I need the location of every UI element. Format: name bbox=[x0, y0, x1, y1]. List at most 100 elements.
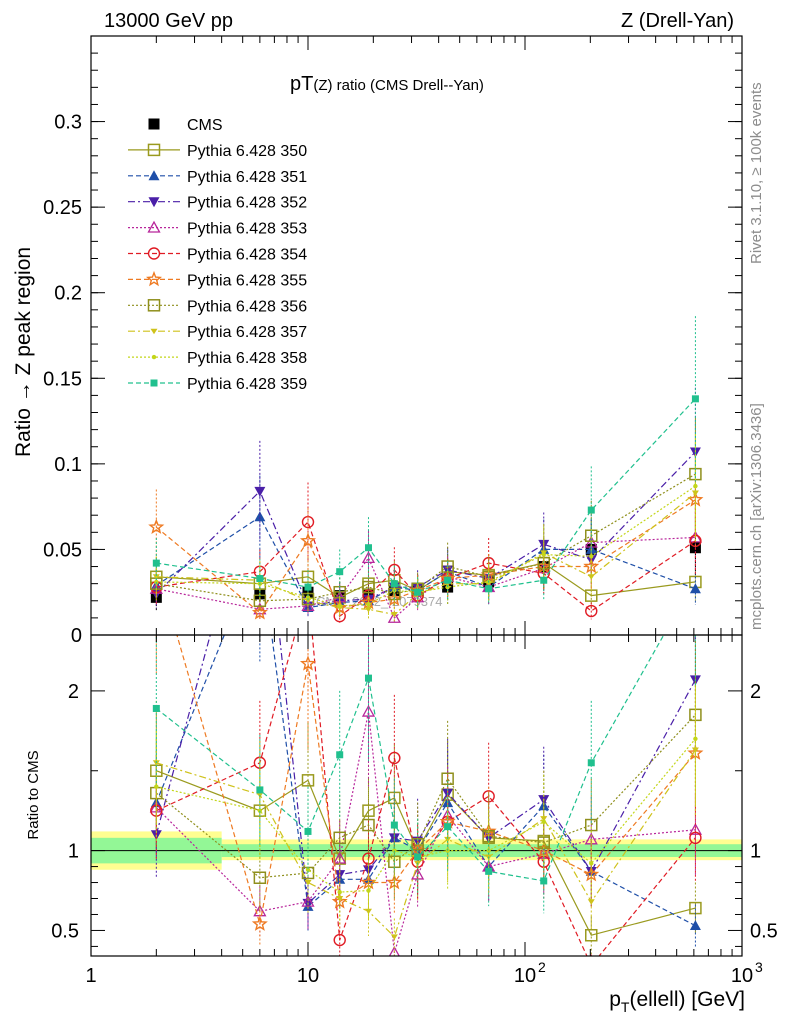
ratio-point-9-7 bbox=[444, 823, 452, 831]
legend-entry-1: Pythia 6.428 350 bbox=[128, 143, 307, 160]
ratio-point-0-10 bbox=[585, 928, 598, 942]
x-axis-label-sub: T bbox=[621, 999, 630, 1015]
point-10-0 bbox=[152, 559, 160, 567]
ratio-point-1-11 bbox=[689, 920, 701, 931]
ratio-point-7-5 bbox=[390, 934, 398, 940]
point-3-1 bbox=[254, 486, 266, 497]
ratio-series-layer bbox=[149, 635, 704, 956]
ratio-line-0 bbox=[156, 770, 696, 936]
point-2-11 bbox=[689, 583, 701, 594]
ratio-point-9-9 bbox=[540, 877, 548, 885]
series-line-6 bbox=[155, 499, 696, 614]
plot-title: pT(Z) ratio (CMS Drell--Yan) bbox=[290, 73, 484, 95]
point-10-5 bbox=[390, 580, 398, 588]
legend-marker-0 bbox=[148, 118, 160, 130]
legend-entry-0: CMS bbox=[148, 117, 223, 134]
ratio-point-4-11 bbox=[689, 831, 702, 845]
legend-marker-5 bbox=[147, 247, 161, 260]
legend-entry-5: Pythia 6.428 354 bbox=[128, 247, 307, 264]
point-9-3 bbox=[337, 603, 342, 609]
ratio-point-8-11 bbox=[693, 736, 698, 742]
ratio-point-8-3 bbox=[337, 889, 342, 895]
ratio-point-8-10 bbox=[589, 861, 594, 866]
axes-layer: 00.050.10.150.20.250.30.5 0.51 12 21 10 10 2 10… bbox=[43, 35, 778, 987]
point-10-4 bbox=[364, 544, 372, 552]
x-axis-label-main: p bbox=[609, 988, 621, 1011]
header-left: 13000 GeV pp bbox=[104, 10, 233, 32]
point-10-10 bbox=[587, 506, 595, 514]
ratio-point-8-0 bbox=[154, 784, 159, 789]
main-ytick-label-4: 0.2 bbox=[54, 283, 82, 305]
ratio-ytick-label-right-2: 2 bbox=[750, 681, 761, 703]
point-9-4 bbox=[366, 601, 371, 607]
xtick-label-1: 10 bbox=[297, 965, 319, 987]
ratio-point-0-2 bbox=[301, 774, 315, 787]
main-ytick-label-0: 0 bbox=[71, 625, 82, 647]
ratio-point-6-7 bbox=[441, 772, 454, 785]
plot-title-sub: (Z) ratio (CMS Drell--Yan) bbox=[313, 77, 484, 94]
point-10-9 bbox=[540, 576, 548, 584]
ratio-point-9-4 bbox=[364, 674, 372, 682]
legend-label-7: Pythia 6.428 356 bbox=[187, 298, 307, 315]
main-series-layer bbox=[148, 316, 704, 624]
xtick-exponent-3: 3 bbox=[755, 959, 763, 975]
legend-entry-10: Pythia 6.428 359 bbox=[128, 376, 307, 393]
ratio-point-6-3 bbox=[333, 831, 346, 845]
point-9-7 bbox=[445, 584, 450, 590]
ratio-point-9-8 bbox=[485, 867, 493, 875]
point-10-1 bbox=[256, 575, 264, 583]
series-line-10 bbox=[156, 398, 696, 593]
ratio-line-6 bbox=[155, 714, 696, 879]
ratio-point-5-10 bbox=[583, 866, 600, 882]
legend-label-2: Pythia 6.428 351 bbox=[187, 169, 307, 186]
point-6-2 bbox=[299, 532, 317, 548]
ratio-series-3 bbox=[149, 636, 703, 956]
series-line-1 bbox=[156, 562, 696, 598]
legend-entry-6: Pythia 6.428 355 bbox=[128, 270, 307, 289]
ratio-point-9-10 bbox=[587, 759, 595, 767]
legend-marker-10 bbox=[150, 379, 158, 387]
ratio-point-3-2 bbox=[301, 894, 315, 907]
series-line-8 bbox=[156, 492, 696, 616]
point-6-5 bbox=[386, 590, 403, 606]
ratio-point-5-1 bbox=[251, 915, 268, 931]
ratio-point-5-2 bbox=[299, 655, 317, 671]
ratio-line-9 bbox=[155, 635, 665, 882]
point-10-6 bbox=[414, 588, 422, 596]
ratio-point-6-4 bbox=[362, 818, 375, 832]
point-9-11 bbox=[693, 483, 698, 489]
point-8-11 bbox=[691, 490, 699, 496]
point-10-2 bbox=[304, 583, 312, 591]
main-ytick-label-2: 0.1 bbox=[54, 454, 82, 476]
ratio-point-7-4 bbox=[364, 908, 372, 915]
main-ytick-label-6: 0.3 bbox=[54, 112, 82, 134]
analysis-watermark: CMS_2022_I2079374 bbox=[316, 594, 443, 609]
ratio-point-9-2 bbox=[304, 827, 312, 835]
main-ytick-label-5: 0.25 bbox=[43, 197, 82, 219]
legend-marker-7 bbox=[147, 299, 161, 312]
ratio-point-8-5 bbox=[392, 848, 397, 853]
point-9-10 bbox=[589, 554, 594, 559]
point-6-1 bbox=[251, 604, 268, 620]
legend-label-9: Pythia 6.428 358 bbox=[187, 350, 307, 367]
series-line-3 bbox=[155, 451, 696, 607]
legend-marker-9 bbox=[151, 354, 157, 360]
legend-entry-3: Pythia 6.428 352 bbox=[128, 195, 307, 212]
ratio-series-5 bbox=[155, 635, 704, 946]
ratio-point-9-0 bbox=[152, 704, 160, 712]
ratio-ytick-label-left-2: 2 bbox=[68, 681, 79, 703]
ratio-y-axis-label: Ratio to CMS bbox=[25, 750, 42, 839]
legend-entry-4: Pythia 6.428 353 bbox=[128, 221, 307, 238]
series-line-4 bbox=[156, 536, 696, 619]
series-line-2 bbox=[155, 516, 696, 609]
ratio-line-8 bbox=[156, 738, 696, 893]
legend-label-4: Pythia 6.428 353 bbox=[187, 221, 307, 238]
legend-label-10: Pythia 6.428 359 bbox=[187, 376, 307, 393]
header-right: Z (Drell-Yan) bbox=[621, 10, 734, 32]
ratio-point-3-5 bbox=[388, 945, 400, 956]
point-5-10 bbox=[585, 604, 598, 618]
legend-label-8: Pythia 6.428 357 bbox=[187, 324, 307, 341]
point-4-5 bbox=[387, 611, 401, 623]
point-7-4 bbox=[362, 580, 375, 594]
